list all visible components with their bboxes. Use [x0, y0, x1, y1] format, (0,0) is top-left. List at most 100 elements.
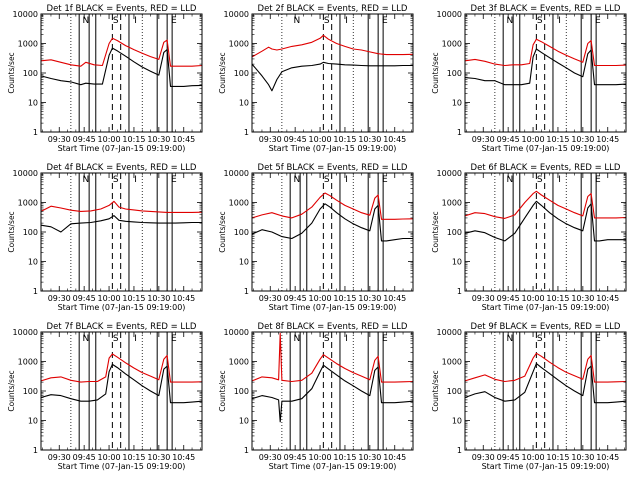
x-tick-label: 10:00	[98, 294, 121, 303]
annotation-letter-n: N	[293, 16, 300, 26]
y-tick-label: 1	[244, 128, 249, 137]
x-tick-label: 09:30	[472, 453, 495, 462]
y-tick-label: 1	[33, 128, 38, 137]
x-tick-label: 10:15	[122, 294, 145, 303]
y-tick-label: 100	[234, 387, 249, 396]
y-axis-title: Counts/sec	[431, 52, 440, 93]
y-tick-label: 100	[447, 69, 462, 78]
annotation-letter-e: E	[595, 334, 601, 344]
annotation-letter-e: E	[595, 16, 601, 26]
annotation-letter-i: I	[134, 175, 137, 185]
annotation-letter-s: S	[113, 16, 119, 26]
annotation-letter-n: N	[293, 175, 300, 185]
x-tick-label: 09:45	[497, 135, 520, 144]
chart-title: Det 2f BLACK = Events, RED = LLD	[258, 4, 408, 14]
series-line-events	[40, 363, 203, 404]
y-axis-title: Counts/sec	[7, 370, 16, 411]
y-axis-title: Counts/sec	[7, 52, 16, 93]
annotation-letter-i: I	[134, 16, 137, 26]
x-tick-label: 10:45	[172, 294, 195, 303]
x-tick-label: 09:45	[497, 294, 520, 303]
chart-panel-9: Det 9f BLACK = Events, RED = LLD N S I E 1 10 1…	[431, 322, 627, 471]
y-tick-label: 1000	[18, 358, 38, 367]
y-axis-title: Counts/sec	[7, 211, 16, 252]
x-tick-label: 09:30	[259, 453, 282, 462]
annotation-letter-n: N	[293, 334, 300, 344]
series-line-events	[40, 47, 203, 87]
annotation-letter-n: N	[82, 16, 89, 26]
x-axis-title: Start Time (07-Jan-15 09:19:00)	[269, 144, 397, 153]
series-line-lld	[251, 34, 414, 58]
y-axis-title: Counts/sec	[431, 211, 440, 252]
y-tick-label: 10	[239, 99, 249, 108]
y-tick-label: 10	[28, 99, 38, 108]
y-tick-label: 10	[28, 417, 38, 426]
x-tick-label: 10:15	[333, 135, 356, 144]
y-tick-label: 1000	[442, 40, 462, 49]
y-tick-label: 1	[33, 446, 38, 455]
chart-title: Det 6f BLACK = Events, RED = LLD	[471, 163, 621, 173]
y-tick-label: 10000	[224, 328, 249, 337]
series-line-events	[464, 200, 626, 242]
x-tick-label: 10:45	[172, 453, 195, 462]
x-tick-label: 10:15	[546, 294, 569, 303]
y-tick-label: 100	[23, 69, 38, 78]
x-axis-title: Start Time (07-Jan-15 09:19:00)	[269, 303, 397, 312]
chart-title: Det 5f BLACK = Events, RED = LLD	[258, 163, 408, 173]
chart-panel-5: Det 5f BLACK = Events, RED = LLD N S I E 1 10 1…	[218, 163, 414, 312]
series-line-events	[464, 48, 627, 86]
annotation-letter-n: N	[506, 334, 513, 344]
x-tick-label: 10:15	[546, 453, 569, 462]
x-tick-label: 10:45	[383, 135, 406, 144]
y-axis-title: Counts/sec	[218, 211, 227, 252]
series-line-events	[40, 215, 202, 233]
x-tick-label: 10:45	[596, 135, 619, 144]
annotation-letter-e: E	[382, 175, 388, 185]
x-tick-label: 09:45	[73, 135, 96, 144]
series-line-lld	[251, 332, 414, 383]
x-tick-label: 10:30	[358, 453, 381, 462]
chart-panel-1: Det 1f BLACK = Events, RED = LLD N S I E 1 10 1…	[7, 4, 203, 153]
x-tick-label: 09:30	[259, 135, 282, 144]
x-tick-label: 09:30	[472, 294, 495, 303]
y-tick-label: 1	[457, 287, 462, 296]
x-tick-label: 10:00	[522, 294, 545, 303]
y-tick-label: 10	[239, 258, 249, 267]
y-tick-label: 1	[33, 287, 38, 296]
y-tick-label: 100	[447, 228, 462, 237]
chart-panel-4: Det 4f BLACK = Events, RED = LLD N S I E 1 10 1…	[7, 163, 203, 312]
y-tick-label: 1000	[229, 358, 249, 367]
annotation-letter-s: S	[324, 334, 330, 344]
plot-frame	[251, 13, 414, 133]
x-tick-label: 09:30	[472, 135, 495, 144]
annotation-letter-n: N	[506, 16, 513, 26]
x-tick-label: 09:30	[48, 453, 71, 462]
x-axis-title: Start Time (07-Jan-15 09:19:00)	[482, 303, 610, 312]
series-line-events	[251, 61, 413, 92]
annotation-letter-e: E	[382, 334, 388, 344]
y-tick-label: 10000	[437, 10, 462, 19]
x-tick-label: 09:30	[259, 294, 282, 303]
x-tick-label: 09:30	[48, 135, 71, 144]
series-line-lld	[40, 353, 203, 383]
x-tick-label: 10:00	[522, 453, 545, 462]
y-tick-label: 100	[23, 387, 38, 396]
plot-frame	[251, 172, 414, 292]
y-tick-label: 1000	[229, 199, 249, 208]
y-tick-label: 100	[447, 387, 462, 396]
y-tick-label: 10000	[224, 169, 249, 178]
x-tick-label: 10:00	[98, 453, 121, 462]
y-tick-label: 100	[234, 228, 249, 237]
y-tick-label: 10	[452, 258, 462, 267]
x-tick-label: 10:30	[147, 453, 170, 462]
chart-title: Det 7f BLACK = Events, RED = LLD	[47, 322, 197, 332]
x-tick-label: 10:45	[172, 135, 195, 144]
series-line-events	[251, 364, 414, 423]
y-tick-label: 10000	[13, 169, 38, 178]
y-tick-label: 1000	[18, 40, 38, 49]
y-tick-label: 1000	[229, 40, 249, 49]
x-tick-label: 09:30	[48, 294, 71, 303]
plot-frame	[464, 13, 627, 133]
annotation-letter-i: I	[558, 334, 561, 344]
